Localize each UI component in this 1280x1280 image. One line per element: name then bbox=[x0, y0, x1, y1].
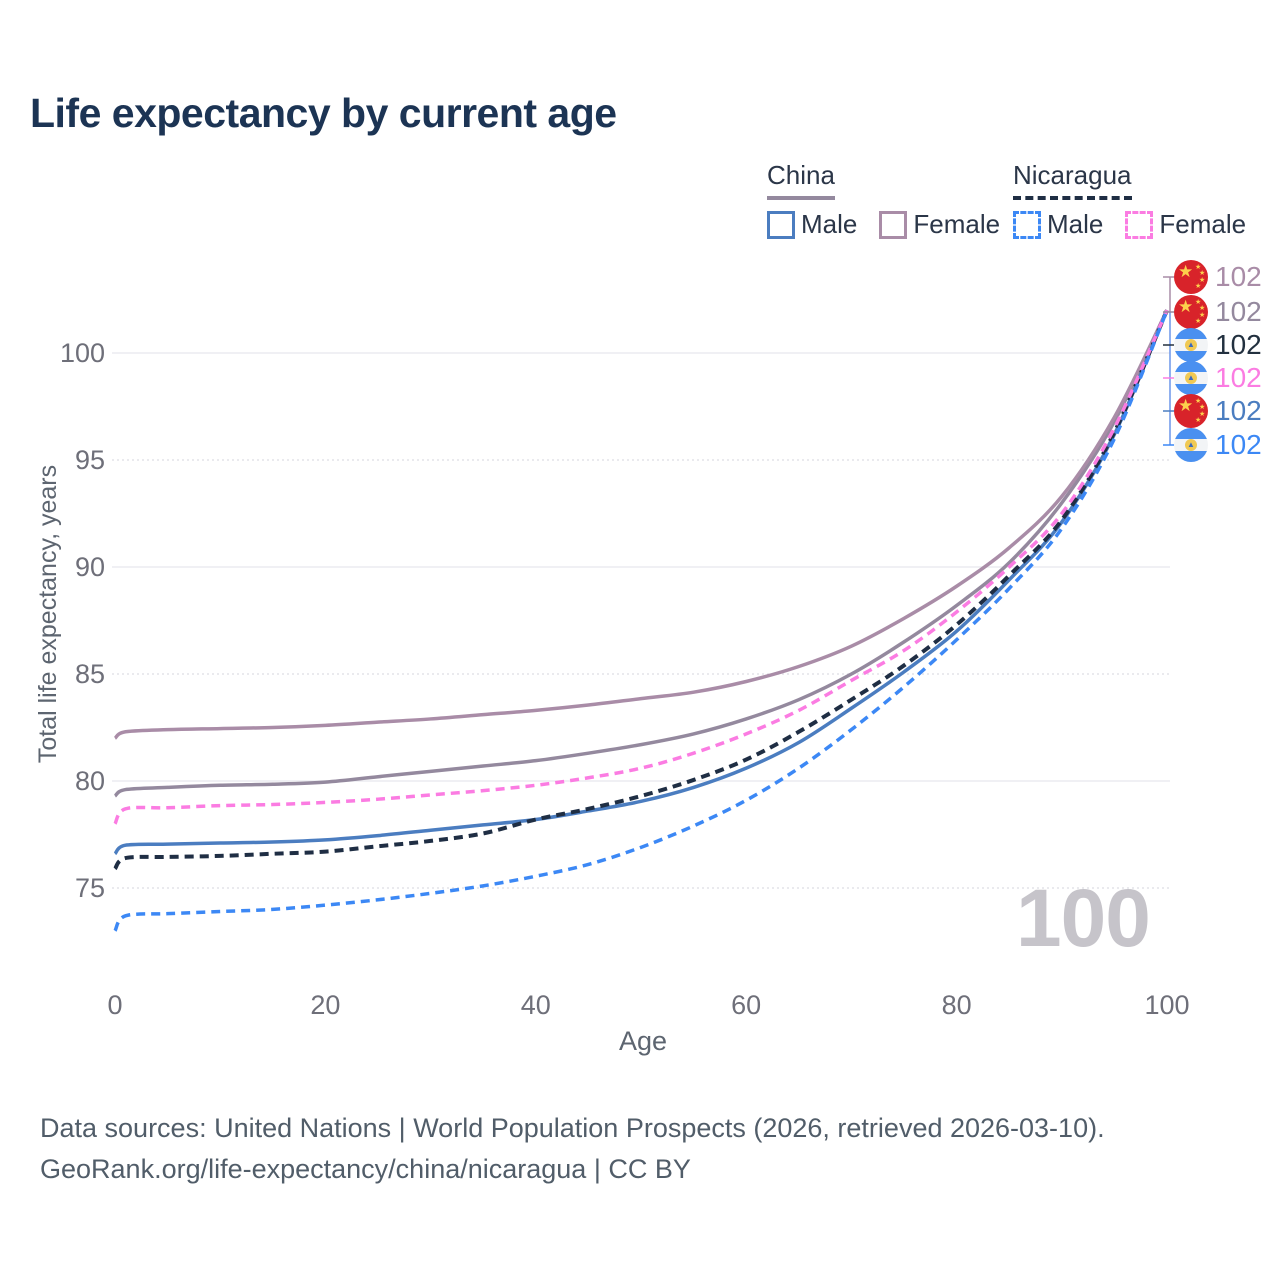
y-tick-label-90: 90 bbox=[74, 552, 105, 582]
end-value: 102 bbox=[1215, 362, 1262, 393]
y-tick-label-85: 85 bbox=[74, 659, 105, 689]
legend-group-china: China Male Female bbox=[767, 160, 1000, 240]
x-axis-label: Age bbox=[618, 1026, 668, 1056]
end-value: 102 bbox=[1215, 329, 1262, 360]
hover-age-watermark: 100 bbox=[1016, 873, 1151, 964]
series-end-label-china-female: ★ ★ ★ ★ ★ 102 bbox=[1174, 260, 1262, 294]
end-value: 102 bbox=[1215, 296, 1262, 327]
x-tick-label-20: 20 bbox=[310, 990, 341, 1020]
legend-label: Female bbox=[913, 209, 1001, 239]
legend-label: Male bbox=[801, 209, 858, 239]
legend-label: Male bbox=[1047, 209, 1104, 239]
series-line-nicaragua-male bbox=[113, 309, 1169, 932]
y-tick-label-75: 75 bbox=[74, 873, 105, 903]
series-end-label-china-male: ★ ★ ★ ★ ★ 102 bbox=[1174, 394, 1262, 428]
legend-item-nicaragua-male[interactable]: Male bbox=[1013, 209, 1103, 240]
footer: Data sources: United Nations | World Pop… bbox=[40, 1108, 1105, 1189]
legend-title-nicaragua[interactable]: Nicaragua bbox=[1013, 160, 1132, 200]
end-value: 102 bbox=[1215, 395, 1262, 426]
china-male-swatch-icon bbox=[767, 210, 795, 239]
series-end-label-nicaragua-female: ▲ 102 bbox=[1174, 361, 1262, 395]
x-tick-label-0: 0 bbox=[107, 990, 123, 1020]
nicaragua-male-swatch-icon bbox=[1013, 210, 1041, 239]
legend-title-china[interactable]: China bbox=[767, 160, 835, 200]
legend-item-china-male[interactable]: Male bbox=[767, 209, 857, 240]
page-title: Life expectancy by current age bbox=[30, 90, 617, 136]
nicaragua-flag-icon: ▲ bbox=[1174, 428, 1208, 462]
footer-sources-line: Data sources: United Nations | World Pop… bbox=[40, 1113, 1105, 1143]
series-line-china-female bbox=[113, 309, 1169, 740]
x-tick-label-60: 60 bbox=[731, 990, 762, 1020]
legend-group-nicaragua: Nicaragua Male Female bbox=[1013, 160, 1246, 240]
series-line-china-both-sexes bbox=[113, 309, 1169, 798]
series-line-nicaragua-female bbox=[113, 309, 1169, 825]
series-end-label-china-both-sexes: ★ ★ ★ ★ ★ 102 bbox=[1174, 295, 1262, 329]
legend-item-nicaragua-female[interactable]: Female bbox=[1125, 209, 1246, 240]
legend-item-china-female[interactable]: Female bbox=[879, 209, 1000, 240]
end-value: 102 bbox=[1215, 429, 1262, 460]
x-tick-label-40: 40 bbox=[520, 990, 551, 1020]
y-tick-label-100: 100 bbox=[59, 338, 105, 368]
end-value: 102 bbox=[1215, 261, 1262, 292]
legend-label: Female bbox=[1159, 209, 1247, 239]
china-female-swatch-icon bbox=[879, 210, 908, 239]
footer-attribution-line: GeoRank.org/life-expectancy/china/nicara… bbox=[40, 1153, 691, 1184]
china-flag-icon: ★ ★ ★ ★ ★ bbox=[1174, 260, 1208, 294]
x-tick-label-100: 100 bbox=[1144, 990, 1190, 1020]
y-tick-label-80: 80 bbox=[74, 766, 105, 796]
series-line-china-male bbox=[113, 309, 1169, 856]
y-tick-label-95: 95 bbox=[74, 445, 105, 475]
series-end-label-nicaragua-male: ▲ 102 bbox=[1174, 428, 1262, 462]
china-flag-icon: ★ ★ ★ ★ ★ bbox=[1174, 295, 1208, 329]
nicaragua-flag-icon: ▲ bbox=[1174, 328, 1208, 362]
x-tick-label-80: 80 bbox=[941, 990, 972, 1020]
china-flag-icon: ★ ★ ★ ★ ★ bbox=[1174, 394, 1208, 428]
nicaragua-female-swatch-icon bbox=[1125, 210, 1154, 239]
series-end-label-nicaragua-both-sexes: ▲ 102 bbox=[1174, 328, 1262, 362]
nicaragua-flag-icon: ▲ bbox=[1174, 361, 1208, 395]
